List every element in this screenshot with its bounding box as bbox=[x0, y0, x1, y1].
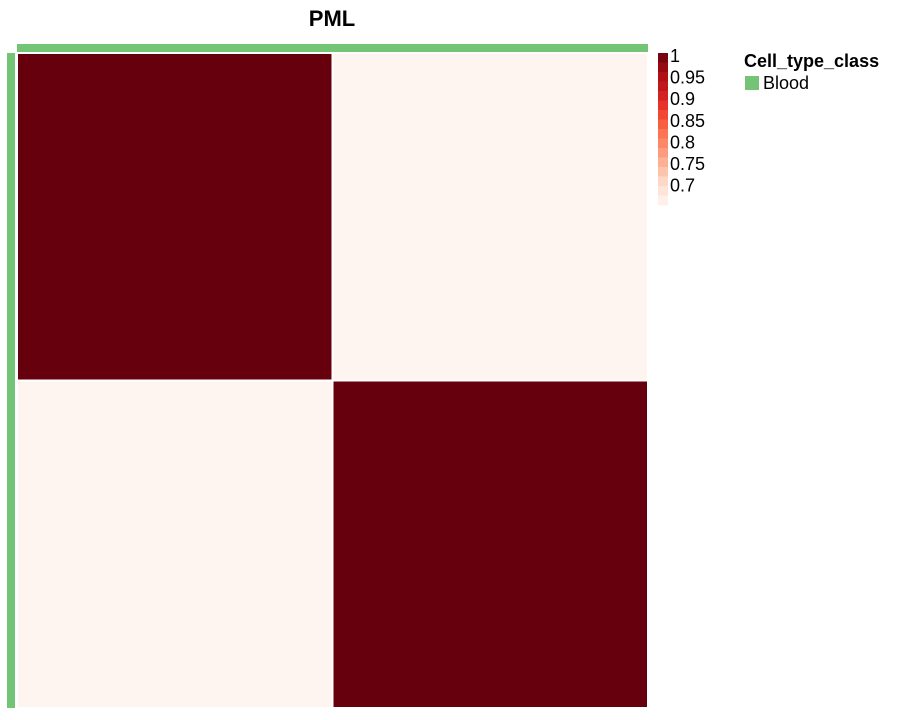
heatmap-cell bbox=[333, 53, 649, 381]
colorbar-segment bbox=[658, 177, 668, 187]
colorbar-segment bbox=[658, 101, 668, 111]
heatmap-cell bbox=[17, 381, 333, 709]
colorbar-segment bbox=[658, 53, 668, 63]
heatmap-cell bbox=[17, 53, 333, 381]
colorbar-segment bbox=[658, 186, 668, 196]
row-annotation-bar bbox=[7, 53, 15, 708]
colorbar-segment bbox=[658, 167, 668, 177]
heatmap-cell bbox=[333, 381, 649, 709]
annotation-legend-swatch bbox=[745, 76, 759, 90]
colorbar-tick-label: 0.9 bbox=[670, 89, 695, 109]
colorbar-segment bbox=[658, 148, 668, 158]
annotation-legend-title: Cell_type_class bbox=[744, 51, 879, 72]
colorbar-segment bbox=[658, 110, 668, 120]
colorbar-segment bbox=[658, 63, 668, 73]
colorbar-segment bbox=[658, 196, 668, 206]
colorbar-segment bbox=[658, 120, 668, 130]
colorbar-segment bbox=[658, 91, 668, 101]
colorbar-segment bbox=[658, 158, 668, 168]
colorbar-tick-label: 0.85 bbox=[670, 111, 705, 131]
colorbar-tick-label: 1 bbox=[670, 46, 680, 66]
colorbar-tick-label: 0.75 bbox=[670, 154, 705, 174]
colorbar-tick-label: 0.95 bbox=[670, 68, 705, 88]
colorbar-tick-label: 0.7 bbox=[670, 176, 695, 196]
colorbar-segment bbox=[658, 139, 668, 149]
colorbar-segment bbox=[658, 82, 668, 92]
colorbar-tick-label: 0.8 bbox=[670, 132, 695, 152]
colorbar-segment bbox=[658, 129, 668, 139]
colorbar-segment bbox=[658, 72, 668, 82]
annotation-legend-label: Blood bbox=[763, 73, 809, 94]
column-annotation-bar bbox=[17, 44, 648, 52]
